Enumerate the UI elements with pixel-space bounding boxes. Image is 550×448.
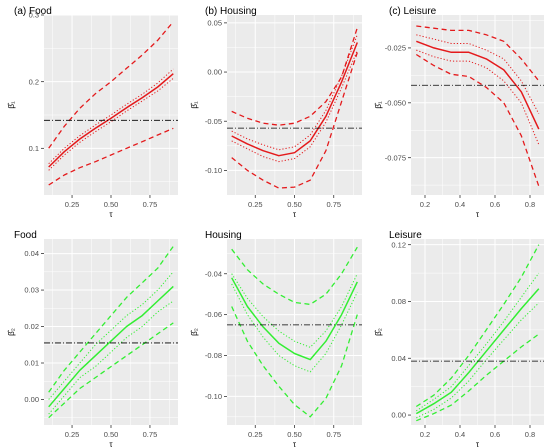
x-tick-label: 0.4 xyxy=(455,200,465,209)
series-line-dashed xyxy=(416,25,540,82)
y-tick-label: 0.00 xyxy=(391,411,406,420)
panel-title: (b) Housing xyxy=(205,6,257,17)
y-tick-label: 0.02 xyxy=(24,322,39,331)
y-tick-label: -0.025 xyxy=(385,44,406,53)
series-line-dashed xyxy=(48,127,174,186)
y-tick-label: -0.08 xyxy=(205,351,222,360)
y-tick-label: 0.3 xyxy=(29,11,39,20)
x-tick-label: 0.6 xyxy=(490,200,500,209)
series-line-dashed xyxy=(231,52,358,189)
panel-title: (a) Food xyxy=(14,6,52,17)
panel-2: 0.25 0.50 0.75 -0.10 -0.05 0.00 0.05(b) Housin… xyxy=(190,6,362,219)
x-tick-label: 0.75 xyxy=(143,200,158,209)
x-axis-label: τ xyxy=(476,210,480,219)
x-tick-label: 0.50 xyxy=(287,430,302,439)
panel-title: Housing xyxy=(205,230,242,241)
series-line-solid xyxy=(416,40,540,130)
y-tick-label: 0.04 xyxy=(24,249,39,258)
series-line-dotted xyxy=(48,77,174,171)
x-tick-label: 0.8 xyxy=(525,200,535,209)
series-line-dashed xyxy=(48,322,174,419)
y-tick-label: 0.00 xyxy=(24,395,39,404)
x-tick-label: 0.50 xyxy=(287,200,302,209)
series-line-dotted xyxy=(231,34,358,151)
panel-title: Leisure xyxy=(389,230,422,241)
series-line-solid xyxy=(231,277,358,361)
y-tick-label: 0.08 xyxy=(391,297,406,306)
panel-title: (c) Leisure xyxy=(389,6,437,17)
series-line-dotted xyxy=(416,272,540,412)
x-tick-label: 0.4 xyxy=(455,430,465,439)
y-tick-label: -0.10 xyxy=(205,166,222,175)
x-axis-label: τ xyxy=(109,440,113,448)
series-line-dashed xyxy=(415,53,540,187)
y-tick-label: 0.12 xyxy=(391,240,406,249)
y-axis-label: β̂₁ xyxy=(374,101,383,109)
series-line-dotted xyxy=(48,271,174,400)
y-tick-label: 0.04 xyxy=(391,354,406,363)
x-tick-label: 0.75 xyxy=(326,430,341,439)
panel-4: 0.25 0.50 0.75 0.00 0.01 0.02 0.03 0.04 Food τ β̂₂ xyxy=(7,230,178,448)
y-axis-label: β̂₂ xyxy=(374,328,383,336)
x-axis-label: τ xyxy=(293,440,297,448)
x-tick-label: 0.50 xyxy=(104,200,119,209)
x-axis-label: τ xyxy=(293,210,297,219)
y-tick-label: 0.05 xyxy=(207,18,222,27)
series-line-solid xyxy=(415,288,540,415)
series-line-dotted xyxy=(231,273,358,348)
series-line-dashed xyxy=(231,27,358,126)
y-tick-label: 0.03 xyxy=(24,286,39,295)
x-tick-label: 0.25 xyxy=(248,430,263,439)
y-axis-label: β̂₂ xyxy=(7,328,16,336)
series-line-dashed xyxy=(416,333,540,422)
y-tick-label: 0.00 xyxy=(207,68,222,77)
series-line-dotted xyxy=(231,50,358,163)
series-line-dotted xyxy=(48,300,174,415)
x-tick-label: 0.50 xyxy=(104,430,119,439)
series-line-solid xyxy=(231,42,358,157)
panel-1: 0.25 0.50 0.75 0.1 0.2 0.3(a) Food τ β̂₁ xyxy=(7,6,178,219)
y-tick-label: 0.01 xyxy=(24,359,39,368)
y-tick-label: -0.10 xyxy=(205,392,222,401)
series-line-dashed xyxy=(415,244,540,408)
y-tick-label: 0.1 xyxy=(29,144,39,153)
x-tick-label: 0.25 xyxy=(248,200,263,209)
y-tick-label: -0.050 xyxy=(385,98,406,107)
x-tick-label: 0.75 xyxy=(143,430,158,439)
x-tick-label: 0.25 xyxy=(65,200,80,209)
x-axis-label: τ xyxy=(476,440,480,448)
x-tick-label: 0.75 xyxy=(326,200,341,209)
series-line-solid xyxy=(48,285,174,408)
x-tick-label: 0.8 xyxy=(525,430,535,439)
x-tick-label: 0.6 xyxy=(490,430,500,439)
y-tick-label: -0.06 xyxy=(205,310,222,319)
y-axis-label: β̂₂ xyxy=(190,328,199,336)
y-axis-label: β̂₁ xyxy=(190,101,199,109)
series-line-dotted xyxy=(416,302,540,419)
series-line-solid xyxy=(48,73,174,168)
panel-3: 0.2 0.4 0.6 0.8 -0.075 -0.050 -0.025 (c) Leisur… xyxy=(374,6,544,219)
x-tick-label: 0.2 xyxy=(420,200,430,209)
series-line-dotted xyxy=(416,34,540,115)
y-tick-label: -0.075 xyxy=(385,153,406,162)
y-tick-label: -0.04 xyxy=(205,269,222,278)
series-line-dashed xyxy=(48,245,174,393)
y-tick-label: 0.2 xyxy=(29,77,39,86)
x-axis-label: τ xyxy=(109,210,113,219)
y-tick-label: -0.05 xyxy=(205,117,222,126)
y-axis-label: β̂₁ xyxy=(7,101,16,109)
panel-5: 0.25 0.50 0.75 -0.10 -0.08 -0.06 -0.04 Housing τ… xyxy=(190,230,362,448)
x-tick-label: 0.2 xyxy=(420,430,430,439)
x-tick-label: 0.25 xyxy=(65,430,80,439)
panel-title: Food xyxy=(14,230,37,241)
